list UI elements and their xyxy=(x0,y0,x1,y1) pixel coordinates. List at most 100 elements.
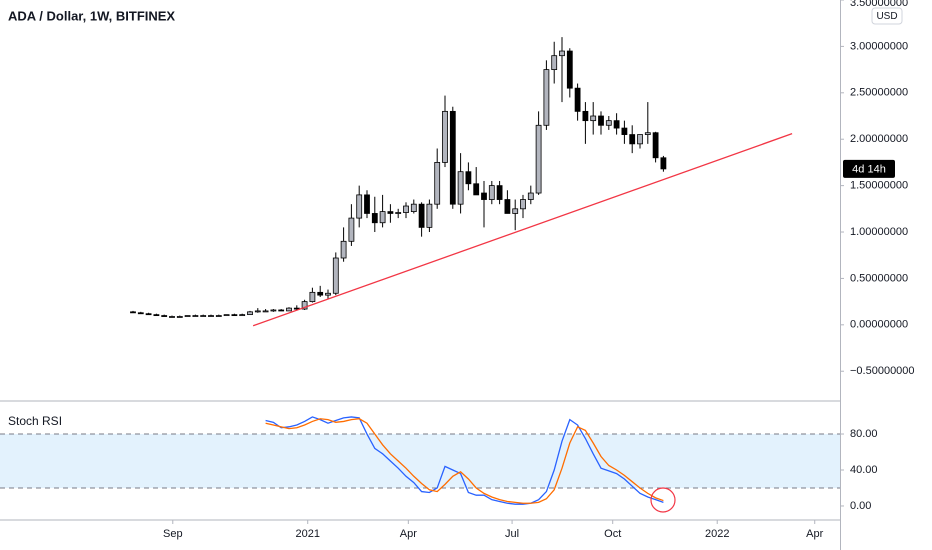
stoch-tick-label: 80.00 xyxy=(850,428,878,440)
candle-body xyxy=(325,292,331,296)
stoch-tick-label: 0.00 xyxy=(850,500,871,512)
price-tick-label: 3.50000000 xyxy=(850,0,908,9)
countdown-label: 4d 14h xyxy=(852,163,886,175)
candle-body xyxy=(660,157,667,170)
candle-body xyxy=(270,309,277,312)
candle-body xyxy=(153,314,160,317)
candle-body xyxy=(590,115,597,122)
chart-title: ADA / Dollar, 1W, BITFINEX xyxy=(8,8,175,23)
price-tick-label: 0.00000000 xyxy=(850,319,908,331)
candle-body xyxy=(192,315,199,317)
candle-body xyxy=(317,291,324,296)
candle-body xyxy=(161,315,168,317)
candle-body xyxy=(208,315,214,317)
time-tick-label: Oct xyxy=(604,528,621,540)
candle-body xyxy=(504,199,511,214)
candle-body xyxy=(184,315,191,317)
candle-body xyxy=(418,203,425,228)
currency-box[interactable] xyxy=(871,7,903,25)
candle-body xyxy=(551,55,558,71)
candle-body xyxy=(644,132,651,135)
candle-body xyxy=(239,314,246,317)
candle-body xyxy=(582,110,589,122)
candle-body xyxy=(176,316,183,318)
stoch-line xyxy=(265,416,664,505)
candle-body xyxy=(395,212,402,214)
candle-body xyxy=(247,311,253,316)
candle-body xyxy=(387,211,394,214)
candle-body xyxy=(543,69,550,126)
candle-body xyxy=(457,171,464,205)
price-tick-label: 2.00000000 xyxy=(850,133,908,145)
candle-body xyxy=(465,171,472,185)
candle-body xyxy=(535,124,542,194)
candle-body xyxy=(301,301,308,310)
stoch-background xyxy=(0,433,840,489)
time-tick-label: Sep xyxy=(163,528,183,540)
candle-body xyxy=(652,132,659,159)
candle-body xyxy=(137,312,144,315)
axes: −0.50000000 0.00000000 0.50000000 1.0000000… xyxy=(163,0,915,540)
price-tick-label: 2.50000000 xyxy=(850,87,908,99)
candle-body xyxy=(340,240,347,259)
highlight-circle xyxy=(650,487,676,513)
time-tick-label: Apr xyxy=(400,528,417,540)
stoch-tick-label: 40.00 xyxy=(850,464,878,476)
candle-body xyxy=(566,50,573,89)
candle-body xyxy=(559,50,565,57)
price-tick-label: 0.50000000 xyxy=(850,272,908,284)
candle-body xyxy=(473,183,480,196)
stoch-line xyxy=(265,418,664,504)
candle-body xyxy=(223,314,230,317)
candle-body xyxy=(520,199,526,210)
candle-body xyxy=(426,203,433,228)
candle-body xyxy=(512,208,519,214)
candle-body xyxy=(130,311,136,314)
band-fill xyxy=(0,434,840,488)
candle-body xyxy=(332,257,339,294)
candle-body xyxy=(169,316,175,318)
candle-body xyxy=(371,213,378,224)
candle-body xyxy=(348,217,355,242)
candle-body xyxy=(574,87,581,112)
time-tick-label: Apr xyxy=(806,528,823,540)
stoch-pane xyxy=(265,416,664,505)
candle-body xyxy=(449,110,456,205)
currency-label[interactable]: USD xyxy=(876,11,897,22)
price-tick-label: 1.50000000 xyxy=(850,180,908,192)
candle-body xyxy=(145,313,152,316)
candle-body xyxy=(254,310,261,313)
time-tick-label: 2021 xyxy=(295,528,319,540)
price-pane xyxy=(130,37,793,327)
candle-body xyxy=(379,211,386,224)
candle-body xyxy=(481,192,487,200)
candle-body xyxy=(629,134,636,145)
candle-body xyxy=(278,309,285,312)
candle-body xyxy=(215,315,222,317)
time-tick-label: 2022 xyxy=(705,528,729,540)
candle-body xyxy=(613,120,620,129)
candle-body xyxy=(637,134,643,145)
trendline xyxy=(252,133,793,327)
candle-body xyxy=(364,194,370,214)
price-tick-label: 1.00000000 xyxy=(850,226,908,238)
price-tick-label: −0.50000000 xyxy=(850,365,915,377)
candle-body xyxy=(231,314,238,317)
candle-body xyxy=(356,194,363,219)
candle-body xyxy=(488,185,495,200)
candle-body xyxy=(621,127,628,135)
candle-body xyxy=(434,162,441,205)
candle-body xyxy=(410,203,417,213)
candle-body xyxy=(598,115,604,126)
candle-body xyxy=(527,192,534,200)
price-tick-label: 3.00000000 xyxy=(850,40,908,52)
stoch-title: Stoch RSI xyxy=(8,414,62,428)
candle-body xyxy=(403,205,409,213)
countdown-box xyxy=(843,159,895,178)
candle-body xyxy=(262,310,269,313)
candle-body xyxy=(605,120,612,126)
candle-body xyxy=(200,315,207,317)
time-tick-label: Jul xyxy=(505,528,519,540)
